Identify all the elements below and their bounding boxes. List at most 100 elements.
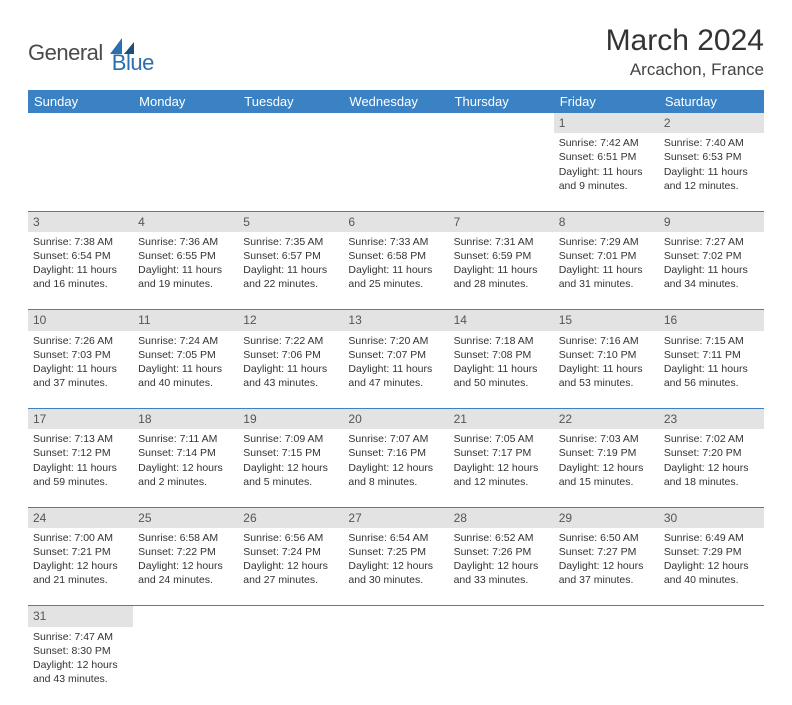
day-detail-cell: Sunrise: 7:31 AMSunset: 6:59 PMDaylight:… [449, 232, 554, 310]
weekday-header-row: SundayMondayTuesdayWednesdayThursdayFrid… [28, 90, 764, 113]
daylight-line-1: Daylight: 12 hours [243, 559, 338, 573]
daylight-line-2: and 37 minutes. [33, 376, 128, 390]
sunrise-line: Sunrise: 7:09 AM [243, 432, 338, 446]
day-number-cell [133, 113, 238, 133]
day-detail-cell [343, 627, 448, 705]
day-detail-cell: Sunrise: 6:52 AMSunset: 7:26 PMDaylight:… [449, 528, 554, 606]
day-number-cell: 21 [449, 409, 554, 430]
day-number-cell: 16 [659, 310, 764, 331]
day-detail-cell: Sunrise: 7:26 AMSunset: 7:03 PMDaylight:… [28, 331, 133, 409]
day-detail-cell: Sunrise: 6:56 AMSunset: 7:24 PMDaylight:… [238, 528, 343, 606]
sunset-line: Sunset: 6:57 PM [243, 249, 338, 263]
sunrise-line: Sunrise: 7:36 AM [138, 235, 233, 249]
day-number-cell: 4 [133, 211, 238, 232]
day-number-cell: 26 [238, 507, 343, 528]
daylight-line-1: Daylight: 12 hours [33, 658, 128, 672]
daylight-line-2: and 59 minutes. [33, 475, 128, 489]
day-detail-cell: Sunrise: 7:29 AMSunset: 7:01 PMDaylight:… [554, 232, 659, 310]
sunrise-line: Sunrise: 6:50 AM [559, 531, 654, 545]
day-detail-row: Sunrise: 7:26 AMSunset: 7:03 PMDaylight:… [28, 331, 764, 409]
daylight-line-2: and 34 minutes. [664, 277, 759, 291]
daylight-line-1: Daylight: 11 hours [348, 263, 443, 277]
daylight-line-1: Daylight: 11 hours [138, 362, 233, 376]
sunset-line: Sunset: 7:07 PM [348, 348, 443, 362]
sunrise-line: Sunrise: 7:22 AM [243, 334, 338, 348]
sunrise-line: Sunrise: 7:31 AM [454, 235, 549, 249]
day-number-cell [28, 113, 133, 133]
day-number-cell [238, 606, 343, 627]
day-number-row: 3456789 [28, 211, 764, 232]
daylight-line-1: Daylight: 12 hours [454, 559, 549, 573]
day-number-cell: 3 [28, 211, 133, 232]
day-detail-cell [449, 133, 554, 211]
daylight-line-1: Daylight: 11 hours [559, 165, 654, 179]
day-number-row: 17181920212223 [28, 409, 764, 430]
day-detail-cell: Sunrise: 6:49 AMSunset: 7:29 PMDaylight:… [659, 528, 764, 606]
day-detail-cell: Sunrise: 7:11 AMSunset: 7:14 PMDaylight:… [133, 429, 238, 507]
sunset-line: Sunset: 7:01 PM [559, 249, 654, 263]
day-detail-cell: Sunrise: 7:27 AMSunset: 7:02 PMDaylight:… [659, 232, 764, 310]
daylight-line-1: Daylight: 12 hours [138, 461, 233, 475]
daylight-line-2: and 37 minutes. [559, 573, 654, 587]
day-number-cell: 1 [554, 113, 659, 133]
day-number-cell: 28 [449, 507, 554, 528]
sunrise-line: Sunrise: 7:20 AM [348, 334, 443, 348]
day-detail-cell: Sunrise: 7:02 AMSunset: 7:20 PMDaylight:… [659, 429, 764, 507]
sunrise-line: Sunrise: 6:54 AM [348, 531, 443, 545]
daylight-line-1: Daylight: 11 hours [33, 461, 128, 475]
sunrise-line: Sunrise: 7:07 AM [348, 432, 443, 446]
daylight-line-2: and 31 minutes. [559, 277, 654, 291]
day-detail-row: Sunrise: 7:38 AMSunset: 6:54 PMDaylight:… [28, 232, 764, 310]
sunrise-line: Sunrise: 7:00 AM [33, 531, 128, 545]
day-detail-cell: Sunrise: 7:38 AMSunset: 6:54 PMDaylight:… [28, 232, 133, 310]
day-number-cell [238, 113, 343, 133]
daylight-line-2: and 40 minutes. [664, 573, 759, 587]
sunset-line: Sunset: 7:12 PM [33, 446, 128, 460]
daylight-line-1: Daylight: 11 hours [243, 263, 338, 277]
sunset-line: Sunset: 7:06 PM [243, 348, 338, 362]
daylight-line-2: and 16 minutes. [33, 277, 128, 291]
sunrise-line: Sunrise: 7:33 AM [348, 235, 443, 249]
daylight-line-2: and 19 minutes. [138, 277, 233, 291]
calendar-table: SundayMondayTuesdayWednesdayThursdayFrid… [28, 90, 764, 705]
sunset-line: Sunset: 7:17 PM [454, 446, 549, 460]
weekday-header: Saturday [659, 90, 764, 113]
sunset-line: Sunset: 6:58 PM [348, 249, 443, 263]
daylight-line-2: and 22 minutes. [243, 277, 338, 291]
sunrise-line: Sunrise: 7:42 AM [559, 136, 654, 150]
daylight-line-1: Daylight: 12 hours [243, 461, 338, 475]
weekday-header: Tuesday [238, 90, 343, 113]
sunrise-line: Sunrise: 7:24 AM [138, 334, 233, 348]
sunrise-line: Sunrise: 6:49 AM [664, 531, 759, 545]
sunset-line: Sunset: 7:21 PM [33, 545, 128, 559]
daylight-line-1: Daylight: 12 hours [348, 559, 443, 573]
day-detail-cell: Sunrise: 6:50 AMSunset: 7:27 PMDaylight:… [554, 528, 659, 606]
daylight-line-1: Daylight: 12 hours [348, 461, 443, 475]
daylight-line-2: and 5 minutes. [243, 475, 338, 489]
sunset-line: Sunset: 7:22 PM [138, 545, 233, 559]
day-number-cell [343, 113, 448, 133]
month-title: March 2024 [606, 24, 764, 58]
day-number-cell: 23 [659, 409, 764, 430]
day-number-cell: 7 [449, 211, 554, 232]
day-detail-cell: Sunrise: 7:40 AMSunset: 6:53 PMDaylight:… [659, 133, 764, 211]
day-detail-cell [133, 627, 238, 705]
day-number-row: 10111213141516 [28, 310, 764, 331]
day-number-cell [449, 606, 554, 627]
day-number-cell: 29 [554, 507, 659, 528]
day-number-cell [659, 606, 764, 627]
daylight-line-1: Daylight: 12 hours [664, 461, 759, 475]
day-detail-cell: Sunrise: 7:09 AMSunset: 7:15 PMDaylight:… [238, 429, 343, 507]
daylight-line-2: and 21 minutes. [33, 573, 128, 587]
daylight-line-2: and 15 minutes. [559, 475, 654, 489]
daylight-line-1: Daylight: 11 hours [138, 263, 233, 277]
day-number-cell: 5 [238, 211, 343, 232]
day-detail-row: Sunrise: 7:47 AMSunset: 8:30 PMDaylight:… [28, 627, 764, 705]
day-detail-cell: Sunrise: 7:47 AMSunset: 8:30 PMDaylight:… [28, 627, 133, 705]
day-detail-cell: Sunrise: 7:16 AMSunset: 7:10 PMDaylight:… [554, 331, 659, 409]
day-detail-cell: Sunrise: 7:13 AMSunset: 7:12 PMDaylight:… [28, 429, 133, 507]
day-number-cell: 18 [133, 409, 238, 430]
day-number-row: 12 [28, 113, 764, 133]
day-number-cell: 25 [133, 507, 238, 528]
day-detail-cell: Sunrise: 6:58 AMSunset: 7:22 PMDaylight:… [133, 528, 238, 606]
